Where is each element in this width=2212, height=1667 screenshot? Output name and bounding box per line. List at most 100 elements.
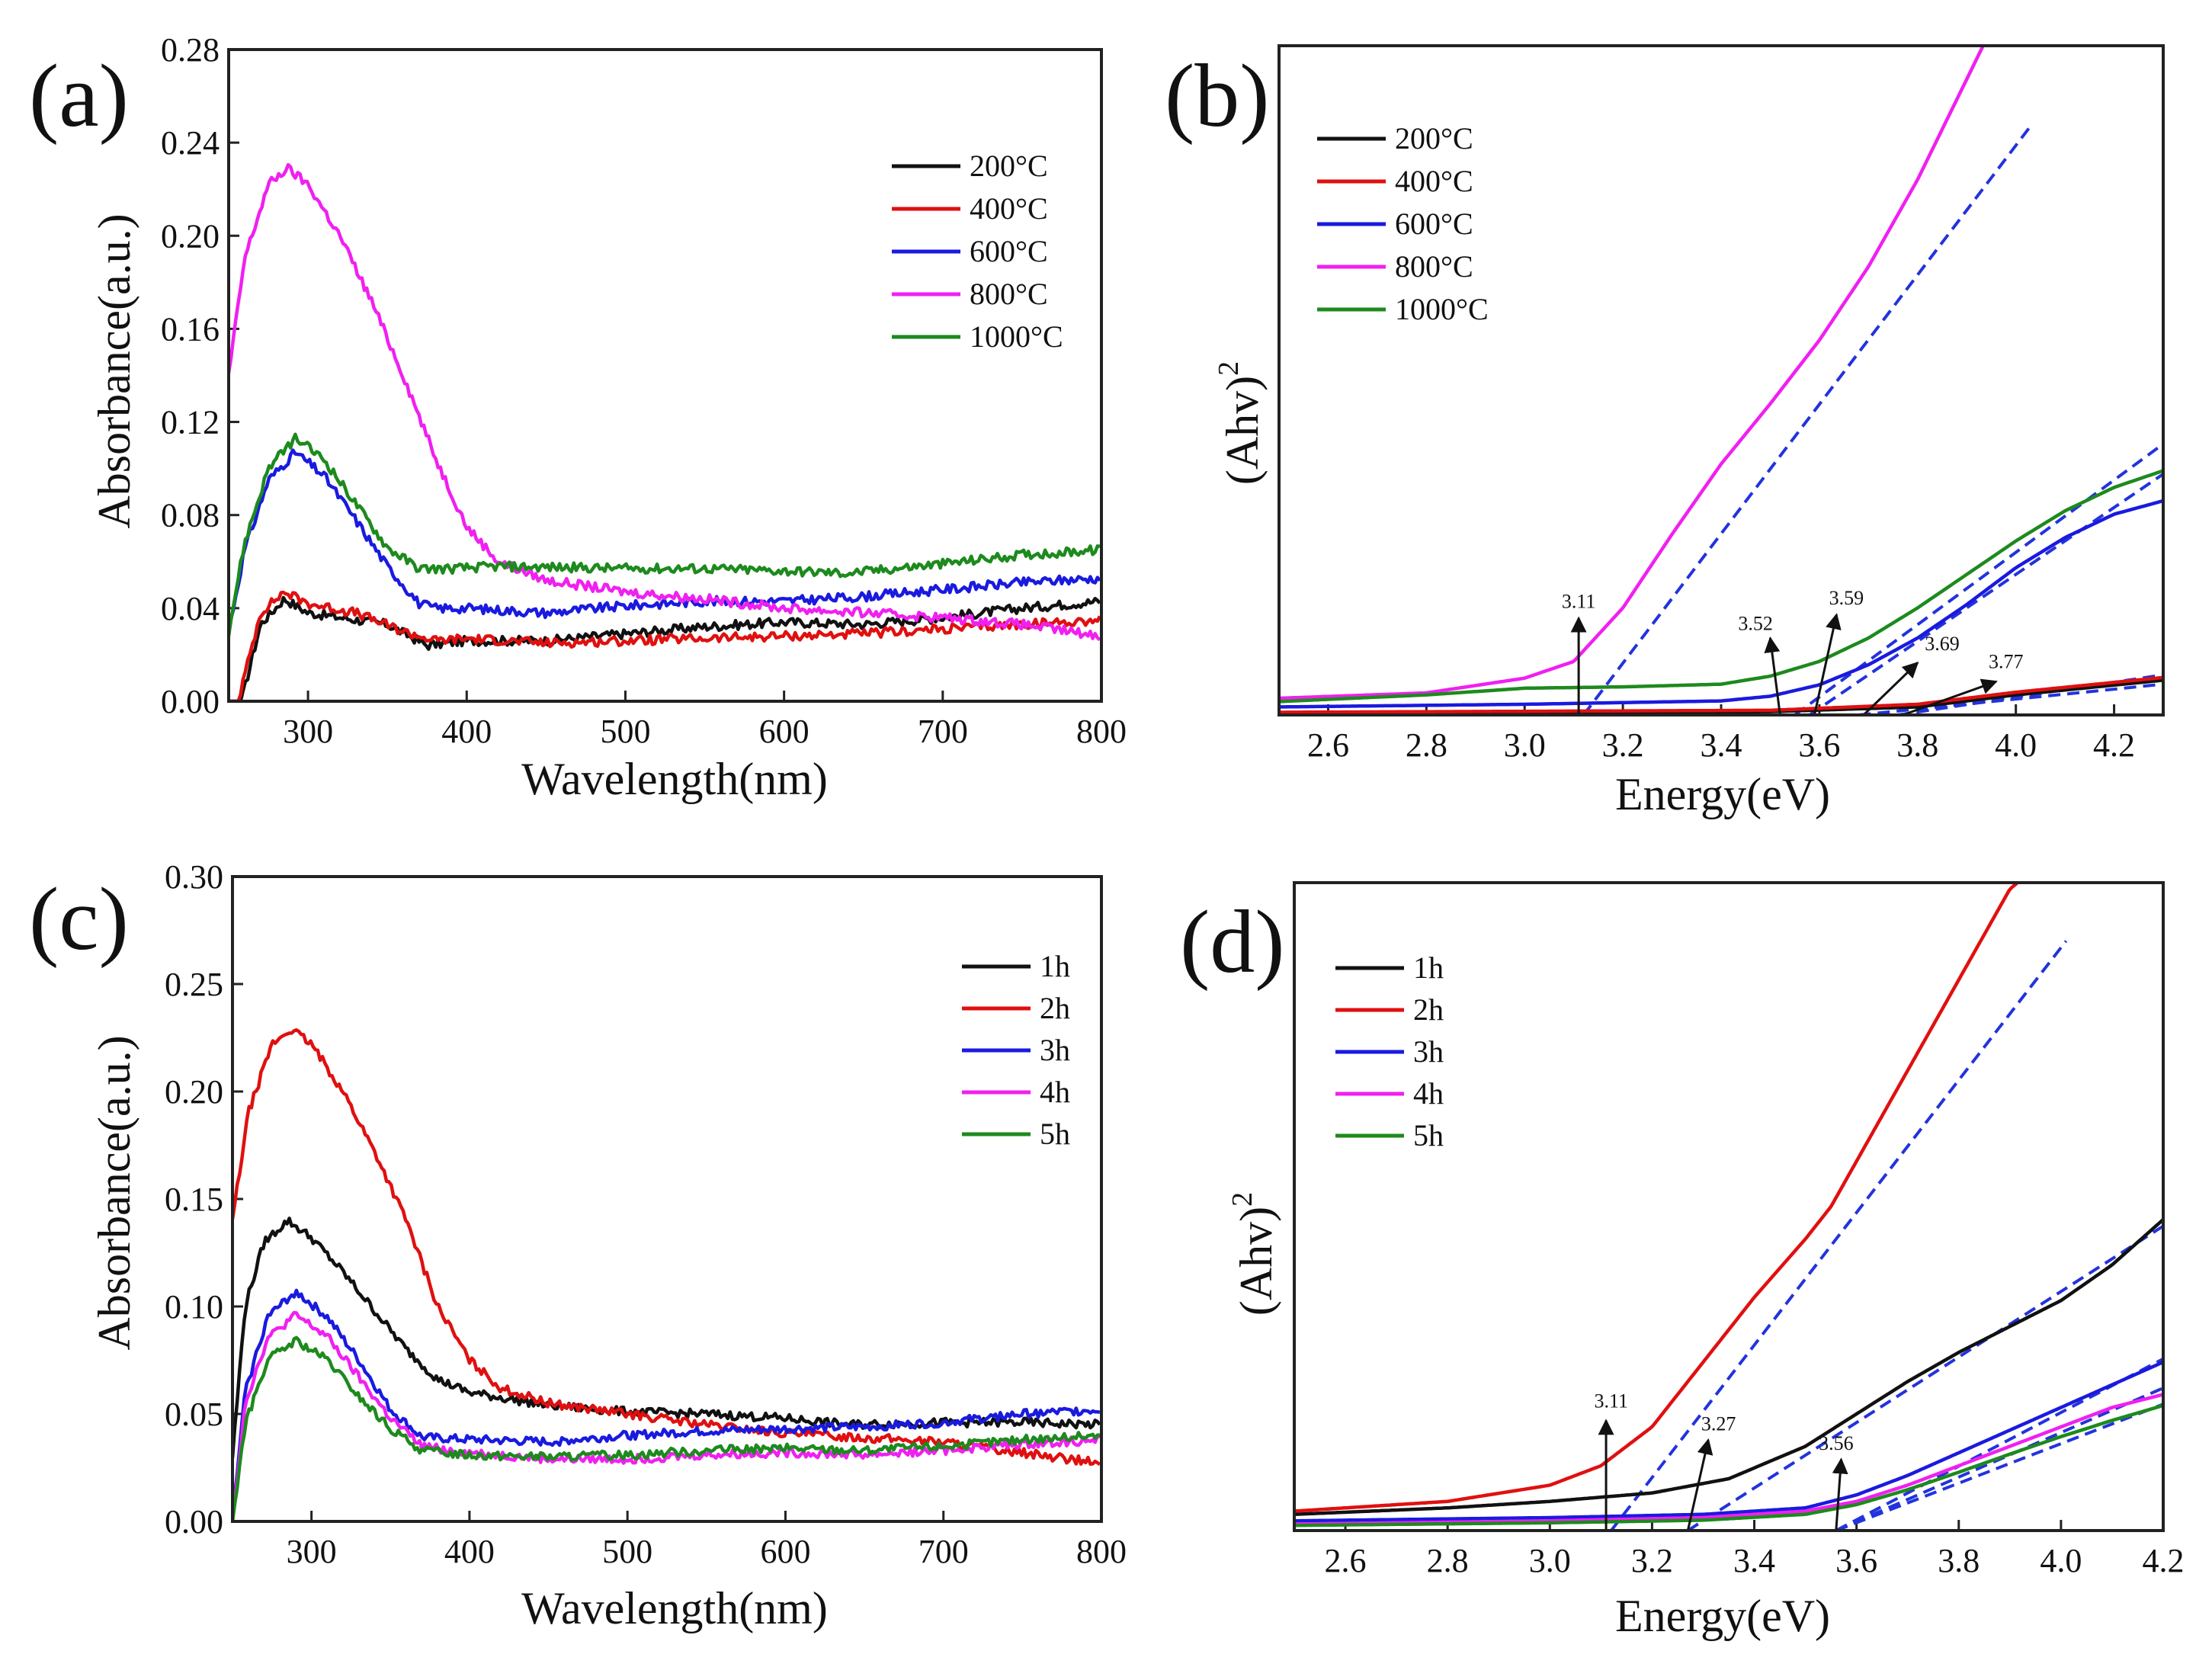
y-axis-label-main: (Ahv) <box>1231 1207 1281 1316</box>
x-tick-label: 3.4 <box>1733 1542 1775 1579</box>
legend-entry: 1000°C <box>970 319 1063 354</box>
series-line-5h <box>232 1335 1101 1521</box>
panel-b: (b) 2.6 2.8 3.0 3.2 3.4 3.6 3.8 4.0 4.2 3.11 3.52 3… <box>1165 44 2165 819</box>
y-tick-label: 0.05 <box>165 1396 223 1433</box>
annotation-label: 3.11 <box>1594 1390 1628 1412</box>
y-axis-label-main: (Ahv) <box>1217 376 1268 485</box>
annotation-label: 3.56 <box>1819 1432 1854 1454</box>
series-line-400°C <box>229 590 1101 701</box>
legend-entry: 2h <box>1413 992 1444 1027</box>
plot-area-d: 2.6 2.8 3.0 3.2 3.4 3.6 3.8 4.0 4.2 3.11 3.27 3.56 1… <box>1293 881 2185 1579</box>
plot-area-c: 300 400 500 600 700 800 0.00 0.05 0.10 0.15 0.20 0.… <box>165 858 1127 1570</box>
legend-entry: 600°C <box>970 234 1048 268</box>
tangent-fit-line <box>1794 442 2163 715</box>
x-tick-label: 500 <box>602 1533 652 1570</box>
legend: 200°C 400°C 600°C 800°C 1000°C <box>1317 121 1489 326</box>
series-line-600°C <box>1279 498 2163 709</box>
x-tick-label: 400 <box>441 713 492 750</box>
x-tick-label: 3.2 <box>1631 1542 1673 1579</box>
y-tick-label: 0.30 <box>165 858 223 896</box>
x-tick-label: 2.6 <box>1307 726 1349 764</box>
tangent-fit-line <box>1858 682 2163 715</box>
x-tick-label: 4.0 <box>1995 726 2037 764</box>
series-line-1h <box>232 1217 1101 1459</box>
x-tick-label: 4.2 <box>2093 726 2135 764</box>
y-axis-label: (Ahv)2 <box>1226 1192 1281 1316</box>
y-tick-label: 0.28 <box>161 31 220 69</box>
y-axis-label: Absorbance(a.u.) <box>89 1035 139 1350</box>
y-tick-label: 0.20 <box>161 217 220 255</box>
series-line-2h <box>1294 883 2021 1513</box>
series-line-1000°C <box>229 432 1101 636</box>
annotation-label: 3.11 <box>1562 591 1596 613</box>
y-tick-label: 0.10 <box>165 1288 223 1326</box>
y-axis-label: Absorbance(a.u.) <box>89 213 139 528</box>
x-tick-label: 3.0 <box>1504 726 1546 764</box>
x-tick-label: 3.8 <box>1938 1542 1980 1579</box>
annotation-arrow <box>1902 678 1998 716</box>
x-tick-label: 800 <box>1076 1533 1127 1570</box>
legend-entry: 3h <box>1040 1033 1070 1067</box>
plot-frame <box>1293 881 2165 1532</box>
y-tick-label: 0.00 <box>161 683 220 720</box>
x-tick-label: 600 <box>760 1533 810 1570</box>
x-axis-label: Energy(eV) <box>1615 1591 1830 1641</box>
panel-label: (b) <box>1165 46 1270 146</box>
series-line-1000°C <box>1279 469 2163 704</box>
y-tick-label: 0.04 <box>161 590 220 627</box>
legend-entry: 5h <box>1413 1118 1444 1152</box>
plot-area-b: 2.6 2.8 3.0 3.2 3.4 3.6 3.8 4.0 4.2 3.11 3.52 3.59 3… <box>1278 44 2165 764</box>
legend: 200°C 400°C 600°C 800°C 1000°C <box>892 149 1063 354</box>
x-axis-label: Wavelength(nm) <box>521 1583 828 1633</box>
series-line-800°C <box>1279 46 1986 700</box>
annotation-arrow <box>1764 636 1781 716</box>
legend: 1h 2h 3h 4h 5h <box>1335 951 1444 1152</box>
legend-entry: 4h <box>1413 1076 1444 1111</box>
annotation-arrow <box>1686 1438 1713 1531</box>
series-line-3h <box>1294 1360 2163 1523</box>
y-tick-label: 0.12 <box>161 404 220 441</box>
plot-area-a: 300 400 500 600 700 800 0.00 0.04 0.08 0.12 0.16 0.… <box>161 31 1127 750</box>
annotation-label: 3.27 <box>1701 1412 1736 1435</box>
y-axis-label-sup: 2 <box>1226 1192 1258 1207</box>
series-line-1h <box>1294 1218 2163 1517</box>
legend: 1h 2h 3h 4h 5h <box>962 949 1070 1151</box>
tangent-fit-line <box>1610 940 2068 1531</box>
tangent-fit-line <box>1808 473 2163 715</box>
annotation-label: 3.77 <box>1989 651 2024 673</box>
annotation-label: 3.69 <box>1925 633 1960 655</box>
y-tick-label: 0.24 <box>161 124 220 162</box>
x-tick-label: 300 <box>283 713 333 750</box>
x-tick-label: 3.2 <box>1602 726 1644 764</box>
legend-entry: 1h <box>1413 951 1444 985</box>
x-tick-label: 2.8 <box>1427 1542 1469 1579</box>
legend-entry: 800°C <box>1395 249 1473 284</box>
panel-d: (d) 2.6 2.8 3.0 3.2 3.4 3.6 3.8 4.0 4.2 3.11 3.27 3… <box>1180 881 2185 1641</box>
tangent-fit-line <box>1835 1403 2163 1531</box>
x-tick-label: 2.8 <box>1406 726 1447 764</box>
x-tick-label: 400 <box>444 1533 495 1570</box>
y-axis-label-sup: 2 <box>1213 361 1245 376</box>
annotation-label: 3.59 <box>1829 587 1864 609</box>
x-tick-label: 3.4 <box>1701 726 1742 764</box>
annotation-arrow <box>1832 1457 1848 1531</box>
y-tick-label: 0.00 <box>165 1503 223 1540</box>
panel-a: (a) 300 400 500 600 700 800 0.00 0.04 0.08 0.12 0.… <box>29 31 1127 804</box>
y-tick-label: 0.20 <box>165 1073 223 1111</box>
series-line-800°C <box>229 162 1101 642</box>
tangent-fit-line <box>1582 125 2032 715</box>
x-tick-label: 800 <box>1076 713 1127 750</box>
x-tick-label: 700 <box>918 713 968 750</box>
legend-entry: 3h <box>1413 1034 1444 1069</box>
x-tick-label: 2.6 <box>1325 1542 1367 1579</box>
x-axis-label: Wavelength(nm) <box>521 754 828 804</box>
legend-entry: 5h <box>1040 1117 1070 1151</box>
y-tick-label: 0.16 <box>161 310 220 348</box>
series-line-4h <box>232 1310 1101 1521</box>
plot-frame <box>227 48 1103 703</box>
annotation-arrow <box>1862 662 1919 716</box>
x-axis-label: Energy(eV) <box>1615 769 1830 819</box>
legend-entry: 200°C <box>970 149 1048 183</box>
series-line-600°C <box>229 448 1101 633</box>
